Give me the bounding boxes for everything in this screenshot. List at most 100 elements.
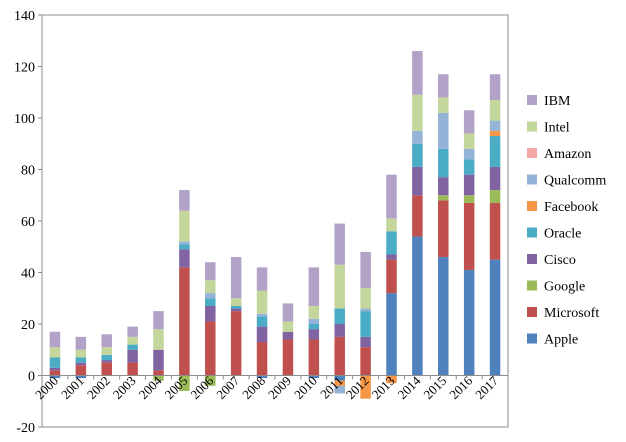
bar-segment-intel-2002 xyxy=(101,347,112,355)
bar-segment-google-2015 xyxy=(438,195,449,201)
bar-segment-oracle-2005 xyxy=(179,244,190,250)
legend-label-google: Google xyxy=(544,280,585,295)
bar-segment-cisco-2005 xyxy=(179,249,190,268)
legend-swatch-intel xyxy=(527,121,537,132)
bar-segment-ibm-2009 xyxy=(282,303,294,322)
bar-segment-microsoft-2016 xyxy=(463,202,475,270)
bar-segment-apple-2016 xyxy=(463,269,475,376)
bar-segment-microsoft-2006 xyxy=(205,321,216,376)
bar-segment-intel-2011 xyxy=(334,264,345,309)
bar-segment-cisco-2016 xyxy=(463,174,475,196)
bar-segment-ibm-2007 xyxy=(230,257,242,299)
bar-segment-qualcomm-2012 xyxy=(360,308,371,312)
bar-segment-apple-2008 xyxy=(256,375,268,379)
bar-segment-intel-2003 xyxy=(127,336,138,345)
legend-label-ibm: IBM xyxy=(544,94,571,109)
legend-swatch-microsoft xyxy=(527,307,537,317)
y-tick-label: -20 xyxy=(16,421,35,436)
bar-segment-ibm-2006 xyxy=(205,262,216,281)
bar-segment-microsoft-2009 xyxy=(282,339,294,376)
bar-segment-oracle-2001 xyxy=(75,357,87,363)
bar-segment-qualcomm-2016 xyxy=(463,148,475,160)
bar-segment-oracle-2013 xyxy=(386,231,397,255)
legend-label-facebook: Facebook xyxy=(544,200,598,215)
legend-swatch-amazon xyxy=(527,148,537,158)
bar-segment-qualcomm-2005 xyxy=(179,241,190,245)
bar-segment-cisco-2015 xyxy=(438,177,449,196)
bar-segment-ibm-2016 xyxy=(463,110,475,134)
bar-segment-google-2017 xyxy=(489,190,501,203)
bar-segment-qualcomm-2017 xyxy=(489,120,501,131)
bar-segment-microsoft-2005 xyxy=(179,267,190,376)
bar-segment-intel-2017 xyxy=(489,99,501,121)
x-tick-label: 2009 xyxy=(265,373,294,402)
bar-segment-cisco-2001 xyxy=(75,362,87,366)
bar-segment-ibm-2003 xyxy=(127,326,138,337)
bar-segment-cisco-2006 xyxy=(205,305,216,322)
legend-label-microsoft: Microsoft xyxy=(544,306,599,321)
bar-segment-qualcomm-2015 xyxy=(438,112,449,149)
bar-segment-intel-2005 xyxy=(179,210,190,242)
bar-segment-facebook-2011 xyxy=(334,380,345,386)
bar-segment-microsoft-2012 xyxy=(360,347,371,376)
bar-segment-oracle-2010 xyxy=(308,324,320,330)
legend: IBM Intel Amazon Qualcomm Facebook Oracle Cisc… xyxy=(527,94,606,348)
bar-segment-ibm-2005 xyxy=(179,190,190,211)
bar-segment-qualcomm-2014 xyxy=(412,130,423,144)
y-tick-label: 40 xyxy=(21,267,35,282)
bar-segment-qualcomm-2006 xyxy=(205,293,216,299)
x-tick-label: 2014 xyxy=(395,373,424,402)
bar-segment-ibm-2010 xyxy=(308,267,320,306)
bar-segment-microsoft-2007 xyxy=(230,311,242,376)
bar-segment-intel-2001 xyxy=(75,349,87,358)
legend-swatch-ibm xyxy=(527,95,537,105)
bar-segment-oracle-2016 xyxy=(463,159,475,175)
bar-segment-ibm-2011 xyxy=(334,223,345,265)
bar-segment-intel-2009 xyxy=(282,321,294,332)
legend-label-oracle: Oracle xyxy=(544,227,581,242)
bar-segment-cisco-2009 xyxy=(282,331,294,340)
bar-segment-ibm-2015 xyxy=(438,74,449,98)
bar-segment-microsoft-2008 xyxy=(256,342,268,376)
bar-segment-intel-2008 xyxy=(256,290,268,314)
bar-segment-ibm-2017 xyxy=(489,74,501,100)
bar-segment-ibm-2002 xyxy=(101,334,112,348)
bar-segment-ibm-2004 xyxy=(153,311,164,330)
bar-segment-cisco-2008 xyxy=(256,326,268,343)
legend-label-intel: Intel xyxy=(544,121,570,136)
bar-segment-cisco-2017 xyxy=(489,166,501,191)
bar-segment-facebook-2017 xyxy=(489,130,501,137)
x-tick-label: 2017 xyxy=(472,373,501,402)
x-tick-label: 2016 xyxy=(446,373,475,402)
y-tick-label: 0 xyxy=(28,370,35,385)
bar-segment-oracle-2017 xyxy=(489,136,501,167)
bar-segment-intel-2015 xyxy=(438,97,449,113)
y-tick-label: 140 xyxy=(14,9,35,24)
legend-label-apple: Apple xyxy=(544,333,578,348)
legend-label-cisco: Cisco xyxy=(544,253,576,268)
bar-segment-cisco-2011 xyxy=(334,324,345,337)
bar-segment-qualcomm-2011 xyxy=(334,385,345,394)
x-tick-label: 2003 xyxy=(110,373,139,402)
y-tick-label: 80 xyxy=(21,164,35,179)
bar-segment-apple-2010 xyxy=(308,375,320,379)
bar-segment-cisco-2010 xyxy=(308,329,320,340)
bar-segment-facebook-2013 xyxy=(386,375,397,384)
bar-segment-cisco-2007 xyxy=(230,308,242,312)
bar-segment-apple-2000 xyxy=(49,375,61,379)
bar-segment-intel-2004 xyxy=(153,329,164,350)
bar-segment-google-2005 xyxy=(179,375,190,391)
bar-segment-apple-2011 xyxy=(334,375,345,381)
legend-swatch-qualcomm xyxy=(527,174,537,185)
bar-segment-apple-2013 xyxy=(386,293,397,376)
legend-swatch-google xyxy=(527,280,537,291)
bar-segment-oracle-2007 xyxy=(230,305,242,309)
bar-segment-apple-2015 xyxy=(438,257,449,376)
bar-segment-microsoft-2014 xyxy=(412,195,423,237)
bar-segment-ibm-2014 xyxy=(412,51,423,95)
bar-segment-oracle-2003 xyxy=(127,344,138,350)
legend-swatch-facebook xyxy=(527,201,537,211)
bar-segment-oracle-2002 xyxy=(101,354,112,361)
